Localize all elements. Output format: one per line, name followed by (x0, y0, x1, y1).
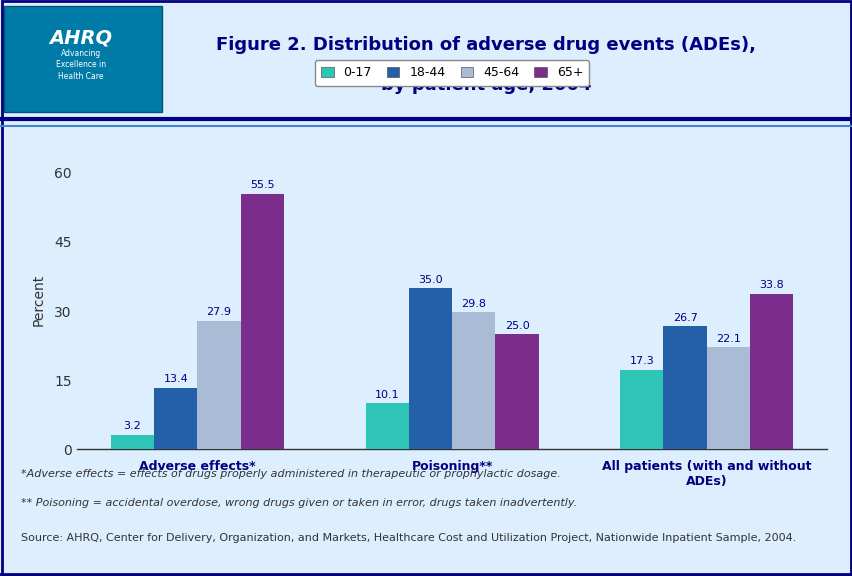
Text: AHRQ: AHRQ (49, 28, 112, 47)
Bar (240, 194, 284, 449)
Bar (197, 321, 240, 449)
Bar (663, 326, 706, 449)
Text: ** Poisoning = accidental overdose, wrong drugs given or taken in error, drugs t: ** Poisoning = accidental overdose, wron… (21, 498, 577, 508)
Bar (111, 434, 154, 449)
Bar (408, 288, 452, 449)
Bar (154, 388, 197, 449)
Text: 26.7: 26.7 (672, 313, 697, 323)
Text: 10.1: 10.1 (374, 389, 399, 400)
Bar (452, 312, 495, 449)
Bar (619, 370, 663, 449)
Text: Advancing
Excellence in
Health Care: Advancing Excellence in Health Care (56, 48, 106, 81)
Text: *Adverse effects = effects of drugs properly administered in therapeutic or prop: *Adverse effects = effects of drugs prop… (21, 469, 561, 479)
Text: 33.8: 33.8 (758, 281, 783, 290)
Legend: 0-17, 18-44, 45-64, 65+: 0-17, 18-44, 45-64, 65+ (314, 60, 589, 86)
Bar (749, 294, 792, 449)
Text: 13.4: 13.4 (164, 374, 188, 384)
Text: 3.2: 3.2 (124, 421, 141, 431)
FancyBboxPatch shape (4, 6, 162, 112)
Text: 17.3: 17.3 (629, 357, 653, 366)
Bar (706, 347, 749, 449)
Text: 22.1: 22.1 (715, 334, 740, 344)
Text: 35.0: 35.0 (417, 275, 442, 285)
Text: 27.9: 27.9 (206, 308, 232, 317)
Text: Source: AHRQ, Center for Delivery, Organization, and Markets, Healthcare Cost an: Source: AHRQ, Center for Delivery, Organ… (21, 533, 796, 543)
Bar (366, 403, 408, 449)
Text: 25.0: 25.0 (504, 321, 529, 331)
Text: Figure 2. Distribution of adverse drug events (ADEs),: Figure 2. Distribution of adverse drug e… (216, 36, 756, 54)
Bar (495, 334, 538, 449)
Text: 55.5: 55.5 (250, 180, 274, 190)
Text: by patient age, 2004: by patient age, 2004 (381, 76, 590, 94)
Text: 29.8: 29.8 (461, 299, 486, 309)
Y-axis label: Percent: Percent (32, 274, 46, 325)
